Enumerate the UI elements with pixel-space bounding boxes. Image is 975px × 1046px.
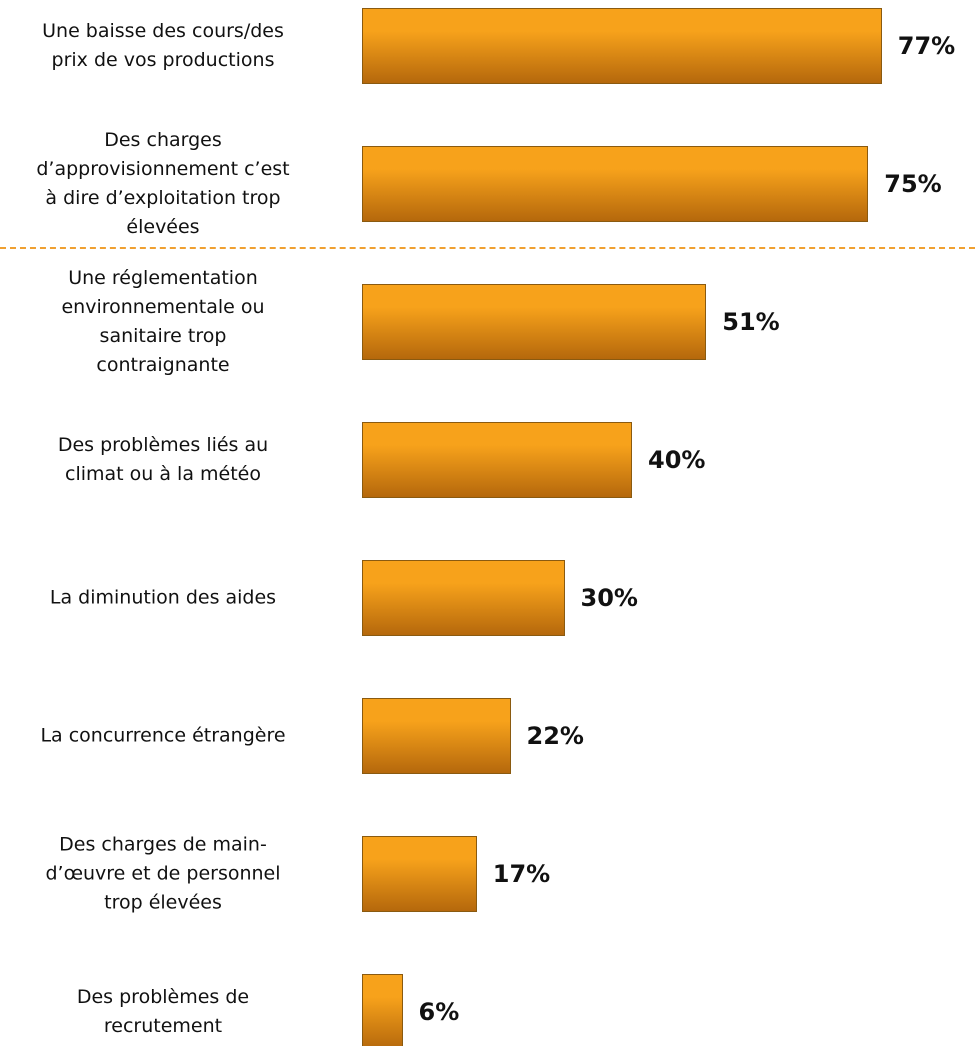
category-label: Une baisse des cours/des prix de vos pro…	[42, 20, 284, 71]
category-label: Des charges de main- d’œuvre et de perso…	[45, 833, 281, 914]
category-label: Des problèmes liés au climat ou à la mét…	[57, 434, 269, 485]
value-label: 30%	[580, 584, 638, 612]
bar	[362, 836, 477, 912]
category-label: Des problèmes de recrutement	[76, 986, 250, 1037]
value-label: 75%	[884, 170, 942, 198]
category-label: Des charges d’approvisionnement c’est à …	[36, 129, 290, 238]
value-label: 40%	[648, 446, 706, 474]
divider	[0, 247, 975, 249]
value-label: 22%	[526, 722, 584, 750]
category-label: La diminution des aides	[49, 586, 277, 609]
bar	[362, 146, 869, 222]
bar	[362, 974, 403, 1046]
bar	[362, 284, 707, 360]
bar	[362, 698, 511, 774]
bar	[362, 8, 882, 84]
bar	[362, 560, 565, 636]
value-label: 77%	[897, 32, 956, 60]
value-label: 17%	[492, 860, 551, 888]
value-label: 51%	[722, 308, 780, 336]
category-label: La concurrence étrangère	[40, 724, 286, 747]
category-label: Une réglementation environnementale ou s…	[61, 267, 265, 376]
bar	[362, 422, 632, 498]
value-label: 6%	[418, 998, 460, 1026]
